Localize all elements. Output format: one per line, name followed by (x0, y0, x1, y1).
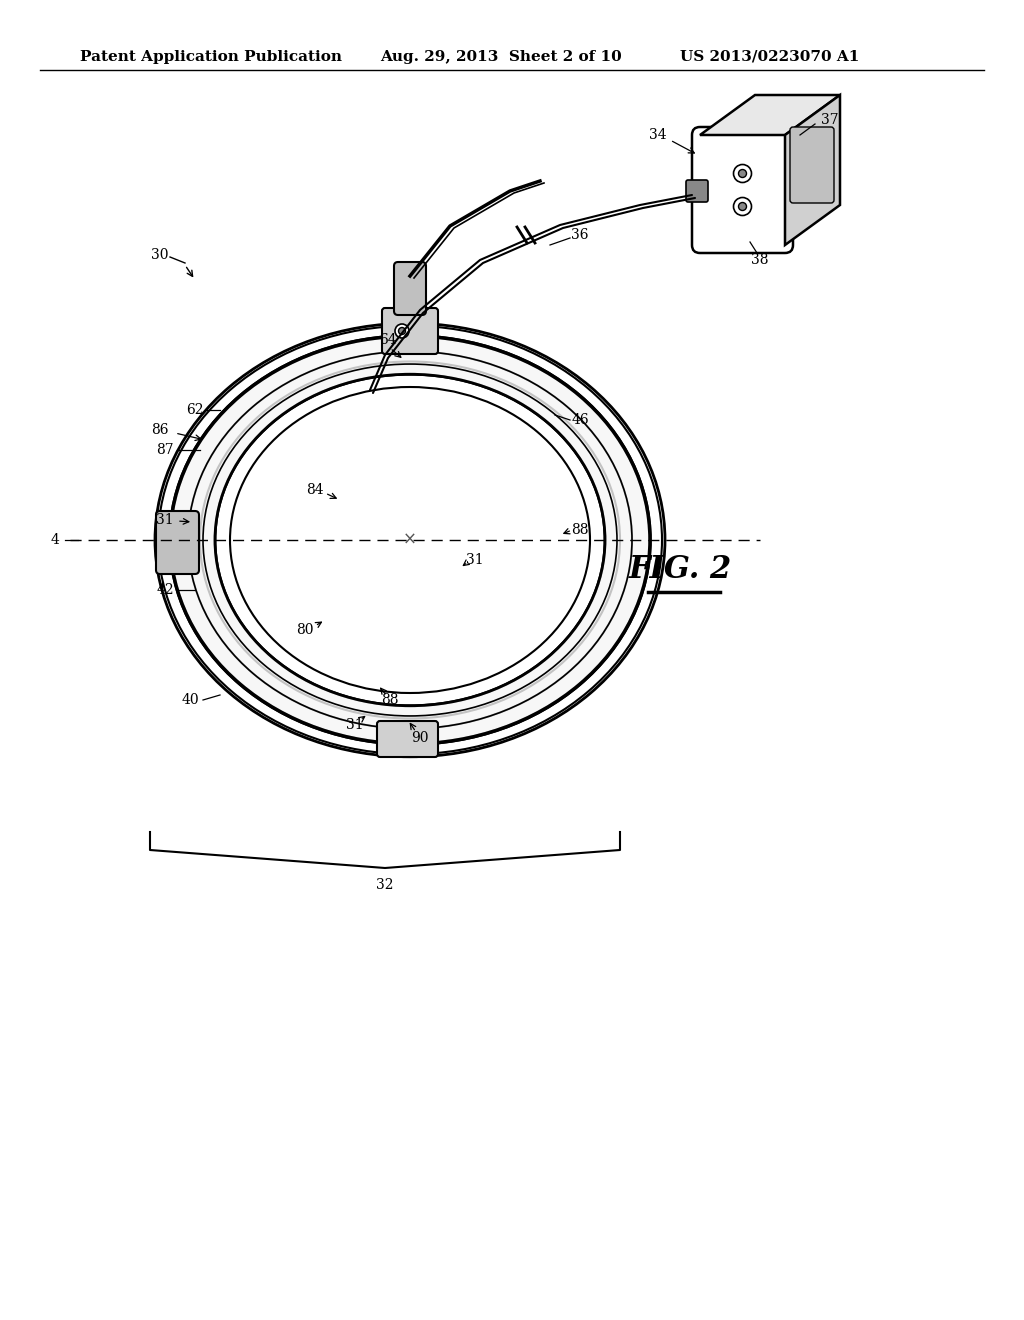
Text: 32: 32 (376, 878, 394, 892)
Text: 84: 84 (306, 483, 324, 498)
FancyBboxPatch shape (686, 180, 708, 202)
Text: 37: 37 (821, 114, 839, 127)
Text: Aug. 29, 2013  Sheet 2 of 10: Aug. 29, 2013 Sheet 2 of 10 (380, 50, 622, 63)
Circle shape (733, 165, 752, 182)
Text: US 2013/0223070 A1: US 2013/0223070 A1 (680, 50, 859, 63)
Circle shape (398, 327, 406, 334)
Text: ×: × (403, 531, 417, 549)
Text: 30: 30 (152, 248, 169, 261)
Text: FIG. 2: FIG. 2 (629, 554, 731, 586)
FancyBboxPatch shape (692, 127, 793, 253)
Text: 38: 38 (752, 253, 769, 267)
Text: 80: 80 (296, 623, 313, 638)
FancyBboxPatch shape (382, 308, 438, 354)
Polygon shape (785, 95, 840, 246)
Text: 87: 87 (157, 444, 174, 457)
Text: 31: 31 (466, 553, 483, 568)
Text: 88: 88 (381, 693, 398, 708)
Text: 31: 31 (346, 718, 364, 733)
Text: 64: 64 (379, 333, 397, 347)
Text: 90: 90 (412, 731, 429, 744)
FancyBboxPatch shape (790, 127, 834, 203)
FancyBboxPatch shape (377, 721, 438, 756)
Text: 40: 40 (181, 693, 199, 708)
FancyBboxPatch shape (156, 511, 199, 574)
Circle shape (395, 323, 409, 338)
Text: 62: 62 (186, 403, 204, 417)
Circle shape (738, 202, 746, 210)
Polygon shape (700, 95, 840, 135)
Text: 4: 4 (50, 533, 59, 546)
Polygon shape (170, 337, 650, 744)
FancyBboxPatch shape (394, 261, 426, 315)
Text: 88: 88 (571, 523, 589, 537)
Text: 31: 31 (157, 513, 174, 527)
Text: 36: 36 (571, 228, 589, 242)
Text: 34: 34 (649, 128, 667, 143)
Circle shape (738, 169, 746, 177)
Text: 46: 46 (571, 413, 589, 426)
Text: 42: 42 (157, 583, 174, 597)
Circle shape (733, 198, 752, 215)
Text: 86: 86 (152, 422, 169, 437)
Text: Patent Application Publication: Patent Application Publication (80, 50, 342, 63)
